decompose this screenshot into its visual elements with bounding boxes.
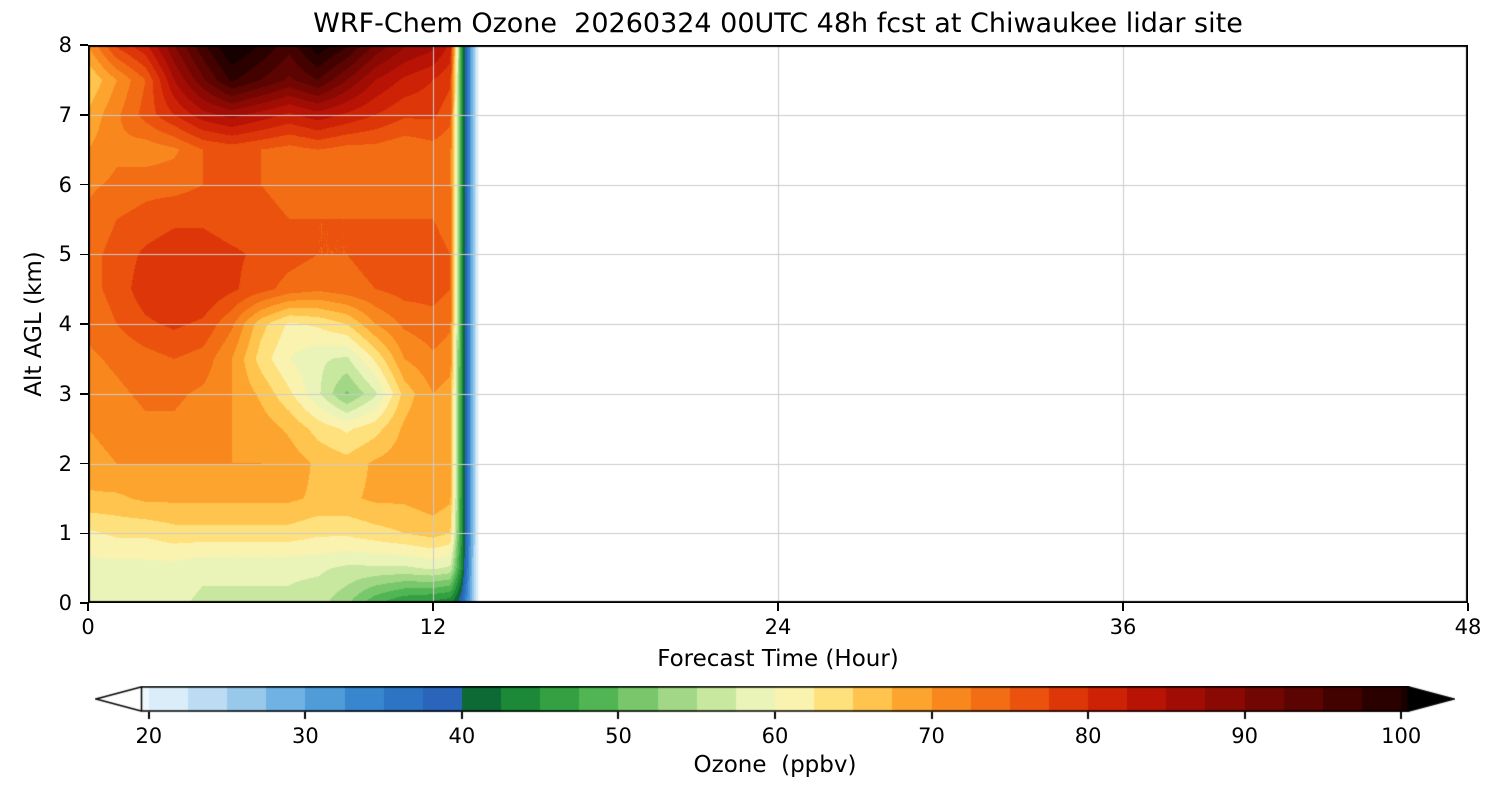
- y-tick-label: 4: [58, 312, 72, 336]
- colorbar-tick-label: 40: [448, 724, 476, 748]
- y-tick-mark: [80, 183, 88, 186]
- x-tick-label: 48: [1454, 615, 1482, 639]
- colorbar-label: Ozone (ppbv): [693, 752, 857, 778]
- x-tick-mark: [87, 603, 89, 611]
- y-tick-label: 8: [58, 33, 72, 57]
- x-axis-label: Forecast Time (Hour): [657, 646, 899, 672]
- y-tick-label: 5: [58, 242, 72, 267]
- y-tick-mark: [80, 44, 88, 46]
- y-tick-label: 7: [58, 102, 72, 127]
- colorbar-tick-label: 60: [761, 724, 789, 748]
- colorbar-tick-label: 90: [1231, 724, 1258, 748]
- y-tick-mark: [80, 462, 88, 465]
- x-tick-label: 0: [81, 615, 95, 639]
- colorbar-tick-label: 50: [605, 724, 632, 748]
- y-tick-label: 1: [58, 521, 72, 546]
- y-tick-mark: [80, 393, 88, 395]
- y-tick-label: 0: [58, 591, 72, 615]
- x-tick-mark: [777, 603, 779, 611]
- colorbar-tick-label: 70: [918, 724, 945, 748]
- x-tick-label: 12: [419, 615, 447, 639]
- x-tick-mark: [1467, 603, 1469, 611]
- y-tick-label: 3: [58, 381, 72, 406]
- x-tick-label: 24: [764, 615, 792, 639]
- y-tick-mark: [80, 532, 88, 534]
- colorbar-canvas: [95, 686, 1455, 720]
- colorbar-tick-label: 20: [135, 724, 163, 748]
- y-tick-mark: [80, 323, 88, 325]
- chart-title: WRF-Chem Ozone 20260324 00UTC 48h fcst a…: [313, 8, 1243, 39]
- y-tick-label: 6: [58, 172, 72, 197]
- colorbar-tick-label: 80: [1074, 724, 1102, 748]
- heatmap-canvas: [88, 45, 1468, 603]
- x-tick-mark: [432, 603, 434, 611]
- colorbar-tick-label: 30: [291, 724, 319, 748]
- y-tick-mark: [80, 114, 88, 116]
- x-tick-mark: [1122, 603, 1124, 611]
- x-tick-label: 36: [1109, 615, 1137, 639]
- y-tick-mark: [80, 253, 88, 255]
- y-tick-label: 2: [58, 451, 72, 476]
- y-tick-mark: [80, 602, 88, 604]
- colorbar-tick-label: 100: [1381, 724, 1422, 748]
